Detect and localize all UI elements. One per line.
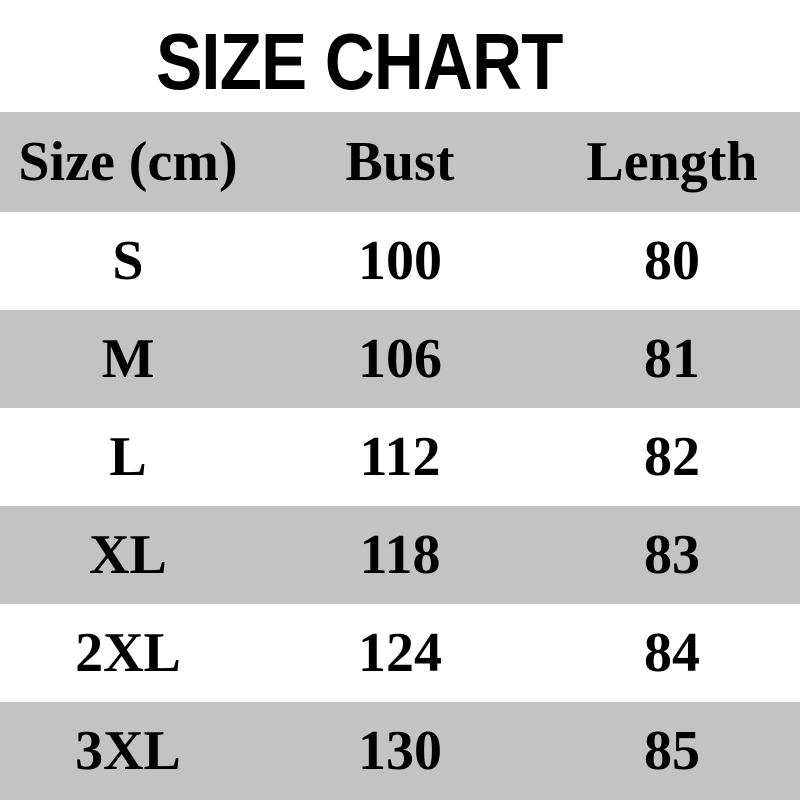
cell-size: 2XL [75, 622, 181, 684]
cell-length: 84 [644, 622, 700, 684]
cell-length: 80 [644, 230, 700, 292]
table-row-3xl: 3XL 130 85 [0, 702, 800, 800]
size-table: Size (cm) Bust Length S 100 80 M 106 81 … [0, 112, 800, 800]
table-row-s: S 100 80 [0, 212, 800, 310]
cell-size: XL [89, 524, 167, 586]
cell-bust: 124 [358, 622, 442, 684]
table-row-m: M 106 81 [0, 310, 800, 408]
cell-size: S [112, 230, 144, 292]
cell-length: 82 [644, 426, 700, 488]
cell-bust: 112 [359, 426, 441, 488]
page-title: SIZE CHART [156, 17, 563, 106]
title-band: SIZE CHART [0, 0, 800, 112]
table-row-l: L 112 82 [0, 408, 800, 506]
cell-size: M [101, 328, 155, 390]
cell-length: 83 [644, 524, 700, 586]
column-header-bust: Bust [345, 131, 455, 193]
table-row-2xl: 2XL 124 84 [0, 604, 800, 702]
cell-bust: 106 [358, 328, 442, 390]
cell-size: 3XL [75, 720, 181, 782]
cell-bust: 100 [358, 230, 442, 292]
column-header-length: Length [586, 131, 758, 193]
cell-size: L [109, 426, 147, 488]
table-row-xl: XL 118 83 [0, 506, 800, 604]
cell-length: 85 [644, 720, 700, 782]
cell-length: 81 [644, 328, 700, 390]
cell-bust: 118 [359, 524, 441, 586]
cell-bust: 130 [358, 720, 442, 782]
table-header-row: Size (cm) Bust Length [0, 112, 800, 212]
column-header-size: Size (cm) [18, 131, 238, 193]
